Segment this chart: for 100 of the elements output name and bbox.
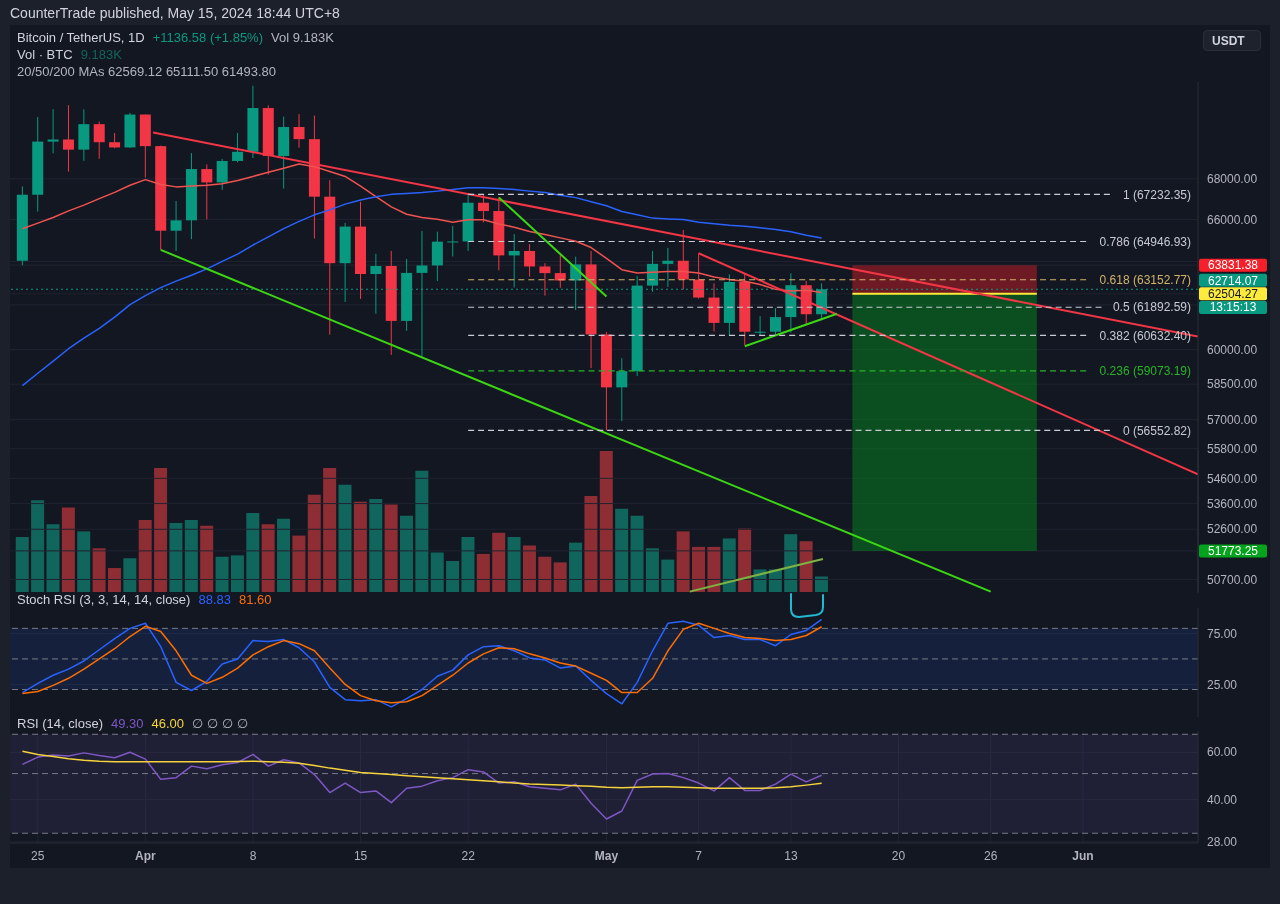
bar [446, 560, 460, 592]
bar [415, 470, 429, 592]
bar [138, 520, 152, 592]
bar [630, 515, 644, 592]
bar [277, 518, 291, 592]
bar [369, 498, 383, 592]
chart-title: RSI (14, close) [17, 716, 103, 732]
candlestick [431, 231, 443, 282]
bar [154, 467, 168, 592]
series-label: 0.618 (63152.77) [1099, 272, 1191, 287]
x-tick-label: Apr [135, 848, 157, 863]
x-tick-label: 13 [784, 848, 798, 863]
x-tick-label: 20 [891, 848, 906, 863]
candlestick [62, 104, 74, 173]
y-tick-label: 62504.27 [1207, 287, 1259, 302]
text: 13:15:13 [1209, 299, 1257, 314]
y-tick-label: 53600.00 [1207, 496, 1258, 511]
text: 20/50/200 MAs 62569.12 65111.50 61493.80 [17, 64, 277, 80]
candlestick [47, 108, 59, 154]
x-tick-label: 8 [249, 848, 257, 863]
bar [246, 513, 260, 592]
bar [584, 496, 598, 592]
chart-title: Vol · BTC [17, 47, 73, 63]
ref-line-label: 62714.07 [1207, 273, 1259, 288]
candlestick [677, 229, 689, 291]
series-label: 0.786 (64946.93) [1099, 234, 1191, 249]
bar [92, 548, 106, 592]
text: 9.183K [80, 47, 122, 63]
bar [661, 559, 675, 592]
candlestick [524, 243, 536, 278]
bar [215, 556, 229, 592]
series-label: 1 (67232.35) [1122, 187, 1191, 202]
candlestick [754, 315, 766, 336]
y-tick-label: 52600.00 [1207, 522, 1258, 537]
chart-title: Bitcoin / TetherUS, 1D [17, 30, 145, 46]
y-tick-label: 54600.00 [1207, 471, 1258, 486]
bar [15, 537, 29, 592]
bar [799, 541, 813, 592]
bar [307, 494, 321, 592]
series-label: 0.382 (60632.40) [1099, 328, 1191, 343]
text: Vol 9.183K [271, 30, 334, 46]
y-tick-label: 60.00 [1207, 745, 1238, 760]
bar [399, 515, 413, 592]
x-tick-label: 25 [31, 848, 45, 863]
candlestick [662, 247, 674, 288]
candlestick [447, 225, 459, 258]
bar [31, 500, 45, 592]
y-tick-label: 57000.00 [1207, 412, 1258, 427]
candlestick [616, 357, 628, 422]
x-tick-label: May [594, 848, 619, 863]
bar [784, 534, 798, 592]
y-tick-label: 58500.00 [1207, 377, 1258, 392]
bar [123, 558, 137, 592]
x-tick-label: 7 [695, 848, 703, 863]
bar [814, 576, 828, 592]
annotation: 88.83 [198, 592, 231, 608]
bar [722, 538, 736, 592]
bar [338, 484, 352, 592]
candlestick [216, 158, 228, 191]
bar [476, 553, 490, 592]
y-tick-label: 55800.00 [1207, 441, 1258, 456]
chart-subtitle: +1136.58 (+1.85%) [152, 30, 263, 46]
x-tick-label: 22 [461, 848, 476, 863]
series-label: 0 (56552.82) [1122, 423, 1191, 438]
bar [46, 524, 60, 592]
candlestick [508, 233, 520, 289]
bar [569, 542, 583, 592]
series-label: 0.236 (59073.19) [1099, 364, 1191, 379]
candlestick [769, 307, 781, 336]
bar [461, 537, 475, 592]
bar [676, 531, 690, 592]
annotation: 46.00 [151, 716, 185, 732]
bar [507, 537, 521, 592]
x-tick-label: Jun [1072, 848, 1094, 863]
annotation: 49.30 [110, 716, 144, 732]
y-tick-label: 51773.25 [1207, 544, 1259, 559]
y-axis-title: USDT [1212, 34, 1245, 48]
bar [599, 451, 613, 592]
bar [323, 467, 337, 592]
x-tick-label: 26 [984, 848, 998, 863]
bar [384, 504, 398, 592]
candlestick [201, 163, 213, 220]
candlestick [539, 262, 551, 297]
candlestick [293, 113, 305, 149]
bar [615, 508, 629, 592]
y-tick-label: 60000.00 [1207, 342, 1258, 357]
candlestick [93, 121, 105, 160]
annotation: ∅ ∅ ∅ ∅ [192, 716, 249, 732]
bar [292, 535, 306, 592]
line-series [21, 186, 823, 387]
bar [430, 552, 444, 592]
line-series [21, 750, 823, 790]
text: CounterTrade published, May 15, 2024 18:44 UTC+8 [10, 5, 340, 21]
bar [538, 556, 552, 592]
y-tick-label: 63831.38 [1207, 258, 1259, 273]
line-series [21, 751, 823, 820]
bar [492, 532, 506, 592]
bar [353, 501, 367, 592]
annotation: 81.60 [238, 592, 272, 608]
bar [107, 568, 121, 592]
